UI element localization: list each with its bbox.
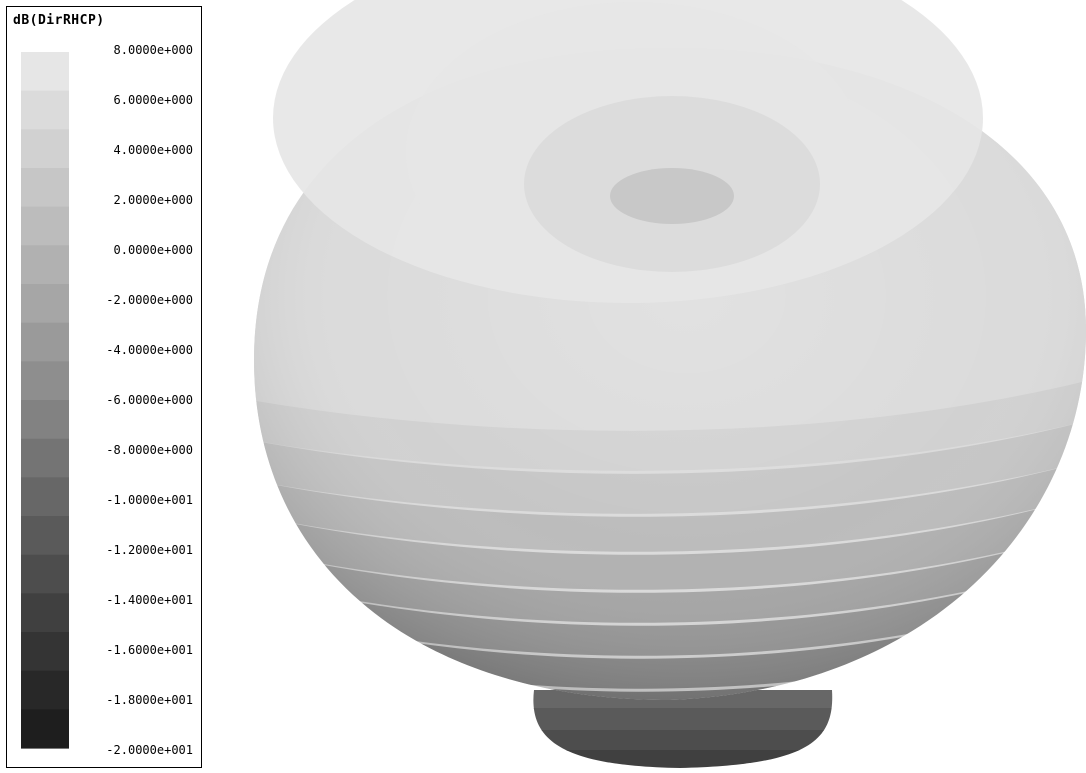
- legend-tick-label: -1.2000e+001: [106, 543, 193, 557]
- legend-color-band: [21, 52, 69, 92]
- legend-color-band: [21, 593, 69, 633]
- legend-color-band: [21, 670, 69, 710]
- legend-color-band: [21, 284, 69, 324]
- legend-color-band: [21, 206, 69, 246]
- legend-tick-label: -2.0000e+000: [106, 293, 193, 307]
- lobe-contour: [610, 168, 734, 224]
- legend-tick-label: -1.0000e+001: [106, 493, 193, 507]
- back-lobe-band: [533, 750, 833, 768]
- legend-tick-label: 6.0000e+000: [114, 93, 193, 107]
- back-lobe-band: [533, 730, 833, 751]
- legend-tick-label: 0.0000e+000: [114, 243, 193, 257]
- legend-tick-label: -1.8000e+001: [106, 693, 193, 707]
- lobe-top-contours: [273, 0, 983, 303]
- back-lobe-band: [533, 708, 833, 731]
- legend-color-band: [21, 129, 69, 169]
- legend-tick-label: -1.6000e+001: [106, 643, 193, 657]
- radiation-pattern-plot: [254, 0, 1086, 768]
- legend-tick-label: -1.4000e+001: [106, 593, 193, 607]
- legend-color-band: [21, 322, 69, 362]
- legend-tick-label: -8.0000e+000: [106, 443, 193, 457]
- legend-tick-label: -2.0000e+001: [106, 743, 193, 757]
- legend-tick-label: -6.0000e+000: [106, 393, 193, 407]
- legend-tick-label: 4.0000e+000: [114, 143, 193, 157]
- legend-tick-label: 8.0000e+000: [114, 43, 193, 57]
- legend-color-band: [21, 516, 69, 556]
- color-scale-legend: dB(DirRHCP) 8.0000e+000 6.0000e+000 4.0000…: [6, 6, 202, 768]
- legend-color-band: [21, 632, 69, 672]
- legend-color-band: [21, 90, 69, 130]
- legend-color-band: [21, 554, 69, 594]
- legend-color-band: [21, 709, 69, 749]
- legend-scale: 8.0000e+000 6.0000e+000 4.0000e+000 2.0000e…: [21, 43, 193, 757]
- legend-color-band: [21, 361, 69, 401]
- legend-color-band: [21, 438, 69, 478]
- legend-color-band: [21, 477, 69, 517]
- legend-color-band: [21, 245, 69, 285]
- legend-title: dB(DirRHCP): [13, 13, 105, 28]
- legend-tick-label: -4.0000e+000: [106, 343, 193, 357]
- legend-tick-label: 2.0000e+000: [114, 193, 193, 207]
- legend-color-band: [21, 168, 69, 208]
- legend-color-band: [21, 400, 69, 440]
